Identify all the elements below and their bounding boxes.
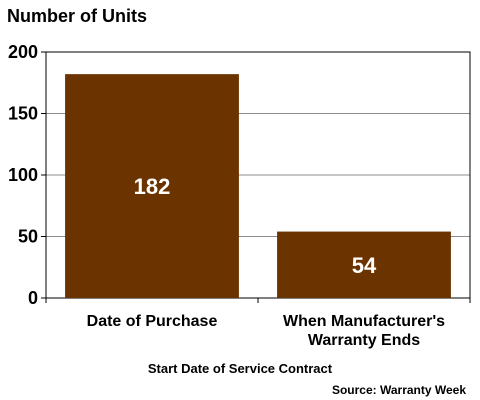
y-tick-label: 100 xyxy=(8,165,38,185)
y-tick-label: 150 xyxy=(8,104,38,124)
x-axis-title: Start Date of Service Contract xyxy=(147,361,333,376)
bar-1 xyxy=(277,231,451,298)
x-tick-label: Warranty Ends xyxy=(308,332,420,349)
x-tick-label: Date of Purchase xyxy=(87,313,218,330)
data-label: 182 xyxy=(134,174,171,199)
data-label: 54 xyxy=(352,253,377,278)
y-tick-label: 200 xyxy=(8,42,38,62)
bar-0 xyxy=(65,74,239,298)
y-tick-label: 50 xyxy=(18,227,38,247)
y-tick-label: 0 xyxy=(28,288,38,308)
y-axis-title: Number of Units xyxy=(7,6,148,26)
source-note: Source: Warranty Week xyxy=(331,383,466,397)
x-tick-label: When Manufacturer's xyxy=(283,313,445,330)
